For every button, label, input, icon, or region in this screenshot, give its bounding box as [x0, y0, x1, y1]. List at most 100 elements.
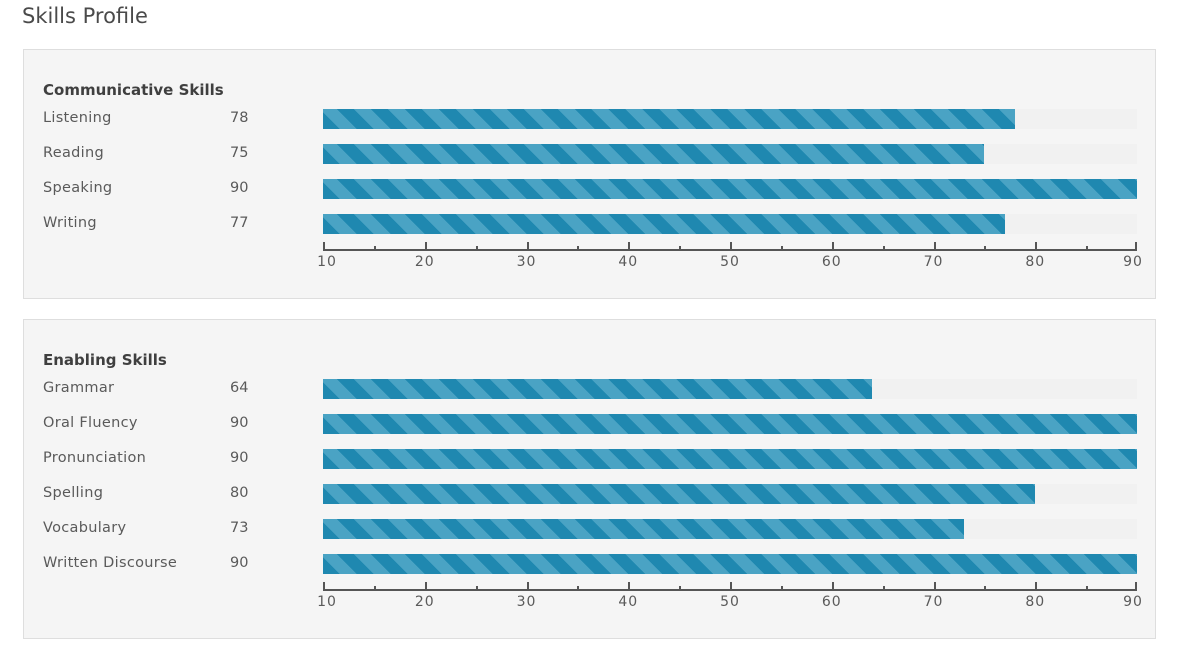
bar-spelling	[323, 484, 1036, 504]
skill-score: 64	[230, 380, 249, 396]
skill-row-grammar: Grammar 64	[24, 379, 1155, 399]
x-axis-tick	[424, 582, 427, 591]
x-axis-tick-label: 10	[317, 594, 337, 610]
x-axis-tick	[730, 582, 732, 591]
x-axis-tick	[1035, 582, 1038, 591]
skill-score: 78	[230, 110, 249, 126]
bar-track	[323, 109, 1137, 129]
x-axis-tick	[984, 246, 987, 251]
x-axis-tick	[933, 242, 936, 251]
x-axis-tick	[1086, 586, 1089, 591]
x-axis-tick	[831, 582, 834, 591]
bar-track	[323, 554, 1137, 574]
skill-label: Written Discourse	[43, 555, 178, 571]
skill-score: 90	[230, 450, 249, 466]
x-axis-tick-label: 90	[1123, 594, 1143, 610]
x-axis-tick	[831, 242, 834, 251]
x-axis-tick	[424, 242, 427, 251]
bar-listening	[323, 109, 1015, 129]
x-axis-tick	[882, 246, 885, 251]
skill-row-writing: Writing 77	[24, 214, 1155, 234]
x-axis-tick	[526, 242, 529, 251]
skill-label: Speaking	[43, 180, 113, 196]
x-axis-tick	[628, 242, 631, 251]
x-axis-tick	[933, 582, 936, 591]
x-axis-tick	[373, 246, 376, 251]
skill-row-written-discourse: Written Discourse 90	[24, 554, 1155, 574]
skill-score: 90	[230, 555, 249, 571]
x-axis-tick-label: 50	[720, 254, 740, 270]
x-axis-tick	[628, 582, 631, 591]
x-axis-tick	[780, 246, 783, 251]
x-axis-tick	[526, 582, 529, 591]
x-axis-tick-label: 90	[1123, 254, 1143, 270]
bar-speaking	[323, 179, 1137, 199]
skill-label: Pronunciation	[43, 450, 147, 466]
x-axis-tick-label: 80	[1025, 254, 1046, 270]
bar-track	[323, 449, 1137, 469]
skill-row-pronunciation: Pronunciation 90	[24, 449, 1155, 469]
x-axis-tick	[1135, 582, 1137, 591]
bar-track	[323, 179, 1137, 199]
skill-score: 80	[230, 485, 249, 501]
skill-row-oral-fluency: Oral Fluency 90	[24, 414, 1155, 434]
x-axis-tick	[1086, 246, 1089, 251]
skill-row-vocabulary: Vocabulary 73	[24, 519, 1155, 539]
x-axis-tick-label: 80	[1025, 594, 1046, 610]
bar-grammar	[323, 379, 873, 399]
x-axis: 10 20 30 40 50 60 70 80 90	[317, 242, 1142, 272]
skill-label: Reading	[43, 145, 104, 161]
x-axis-tick	[373, 586, 376, 591]
skill-score: 90	[230, 415, 249, 431]
x-axis-tick	[1135, 242, 1137, 251]
skill-score: 90	[230, 180, 249, 196]
x-axis-tick-label: 40	[618, 254, 639, 270]
skill-row-spelling: Spelling 80	[24, 484, 1155, 504]
skill-label: Oral Fluency	[43, 415, 138, 431]
bar-vocabulary	[323, 519, 965, 539]
bar-track	[323, 214, 1137, 234]
bar-track	[323, 484, 1137, 504]
skill-label: Vocabulary	[43, 520, 127, 536]
x-axis-tick	[577, 246, 580, 251]
x-axis-tick-label: 10	[317, 254, 337, 270]
skill-score: 77	[230, 215, 249, 231]
bar-oral-fluency	[323, 414, 1137, 434]
x-axis-tick-label: 60	[821, 594, 842, 610]
x-axis-tick	[730, 242, 732, 251]
bar-pronunciation	[323, 449, 1137, 469]
x-axis-tick	[577, 586, 580, 591]
x-axis-tick	[882, 586, 885, 591]
x-axis-tick-label: 70	[923, 594, 944, 610]
x-axis-tick	[679, 246, 682, 251]
skill-score: 75	[230, 145, 249, 161]
bar-track	[323, 144, 1137, 164]
skill-label: Writing	[43, 215, 97, 231]
bar-track	[323, 519, 1137, 539]
x-axis-tick-label: 50	[720, 594, 740, 610]
bar-track	[323, 414, 1137, 434]
panel-title: Communicative Skills	[43, 81, 224, 99]
skill-score: 73	[230, 520, 249, 536]
x-axis-tick-label: 30	[516, 254, 537, 270]
x-axis-tick-label: 60	[821, 254, 842, 270]
x-axis-tick	[780, 586, 783, 591]
skill-row-speaking: Speaking 90	[24, 179, 1155, 199]
skill-row-listening: Listening 78	[24, 109, 1155, 129]
x-axis-tick	[475, 246, 478, 251]
x-axis-tick	[323, 582, 325, 591]
x-axis-tick	[984, 586, 987, 591]
x-axis-tick	[679, 586, 682, 591]
x-axis-tick-label: 20	[414, 594, 435, 610]
enabling-skills-panel: Enabling Skills Grammar 64 Oral Fluency 90 P…	[23, 319, 1156, 639]
x-axis-tick-label: 70	[923, 254, 944, 270]
page-title: Skills Profile	[22, 4, 148, 28]
skill-row-reading: Reading 75	[24, 144, 1155, 164]
skill-label: Listening	[43, 110, 112, 126]
x-axis-tick-label: 30	[516, 594, 537, 610]
x-axis-tick	[475, 586, 478, 591]
skill-label: Grammar	[43, 380, 115, 396]
x-axis-tick	[1035, 242, 1038, 251]
skill-label: Spelling	[43, 485, 104, 501]
bar-written-discourse	[323, 554, 1137, 574]
